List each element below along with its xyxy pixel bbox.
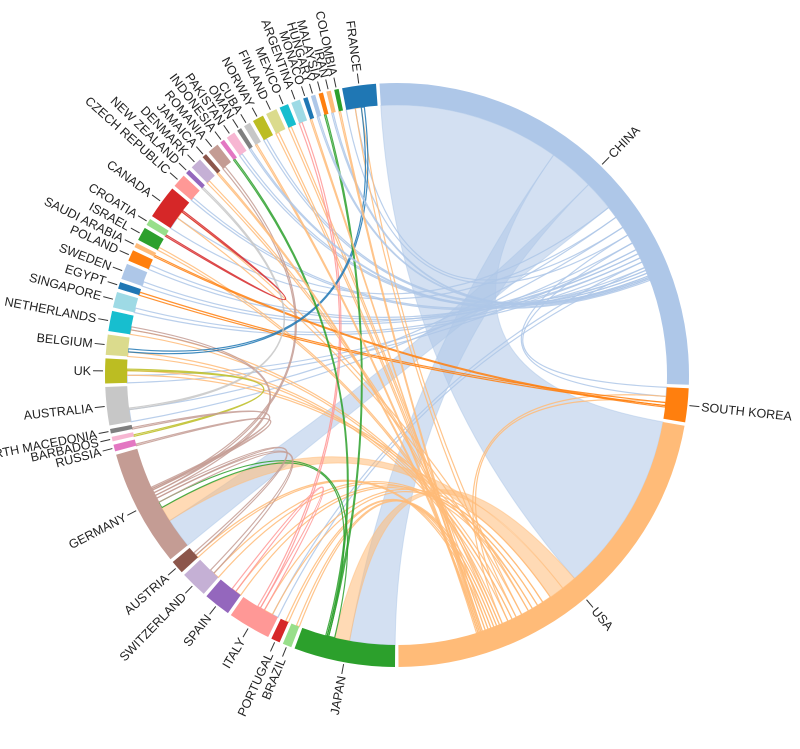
tick-saudi-arabia — [125, 240, 134, 244]
label-germany: GERMANY — [66, 510, 129, 552]
tick-portugal — [270, 642, 274, 651]
tick-czech-republic — [170, 173, 177, 180]
tick-egypt — [108, 282, 118, 285]
tick-israel — [131, 228, 140, 233]
tick-argentina — [291, 90, 294, 99]
label-italy: ITALY — [220, 635, 249, 671]
tick-croatia — [138, 216, 147, 221]
tick-finland — [266, 101, 270, 110]
tick-north-macedonia — [99, 432, 109, 434]
label-japan: JAPAN — [328, 675, 349, 716]
label-belgium: BELGIUM — [36, 331, 93, 351]
tick-mexico — [279, 95, 283, 104]
tick-canada — [152, 195, 160, 201]
tick-pakistan — [224, 125, 230, 133]
arc-italy — [231, 597, 278, 637]
arc-russia — [113, 439, 136, 451]
arc-colombia — [334, 89, 343, 111]
label-usa: USA — [589, 605, 617, 634]
tick-belgium — [95, 343, 105, 344]
label-spain: SPAIN — [181, 612, 215, 649]
tick-italy — [243, 628, 248, 637]
arc-barbados — [112, 432, 134, 441]
tick-barbados — [100, 440, 110, 442]
tick-austria — [168, 569, 176, 576]
tick-australia — [95, 407, 105, 408]
tick-brazil — [283, 647, 287, 656]
tick-jamaica — [196, 147, 203, 155]
label-australia: AUSTRALIA — [23, 401, 94, 422]
arc-france — [342, 84, 378, 110]
chords-layer — [127, 105, 667, 645]
tick-monaco — [302, 86, 305, 95]
tick-romania — [206, 139, 212, 147]
tick-iran — [326, 79, 328, 89]
arc-belgium — [106, 334, 130, 356]
tick-south-korea — [689, 406, 699, 407]
tick-malaysia — [318, 82, 321, 92]
arc-australia — [105, 386, 131, 425]
tick-usa — [587, 600, 593, 608]
tick-sweden — [113, 267, 122, 271]
arc-north-macedonia — [110, 425, 132, 434]
tick-norway — [252, 108, 257, 117]
label-south-korea: SOUTH KOREA — [701, 400, 794, 423]
tick-poland — [120, 251, 129, 255]
tick-france — [357, 74, 358, 84]
tick-switzerland — [185, 586, 192, 593]
label-china: CHINA — [606, 123, 644, 161]
tick-spain — [210, 606, 216, 614]
tick-new-zealand — [179, 163, 186, 170]
arc-singapore — [113, 292, 138, 313]
label-netherlands: NETHERLANDS — [3, 295, 97, 326]
tick-china — [602, 157, 609, 164]
tick-germany — [127, 511, 136, 516]
arc-iran — [326, 91, 335, 113]
tick-oman — [233, 119, 238, 127]
label-uk: UK — [74, 364, 92, 378]
tick-hungary — [310, 84, 313, 94]
arc-south-korea — [663, 387, 688, 422]
tick-indonesia — [215, 132, 221, 140]
arc-netherlands — [108, 311, 133, 334]
tick-japan — [342, 664, 344, 674]
tick-singapore — [103, 297, 113, 300]
tick-russia — [103, 449, 113, 452]
tick-cuba — [241, 114, 246, 123]
tick-netherlands — [98, 319, 108, 321]
label-france: FRANCE — [343, 20, 364, 73]
tick-colombia — [334, 78, 336, 88]
tick-denmark — [188, 155, 195, 162]
arc-uk — [105, 358, 127, 383]
